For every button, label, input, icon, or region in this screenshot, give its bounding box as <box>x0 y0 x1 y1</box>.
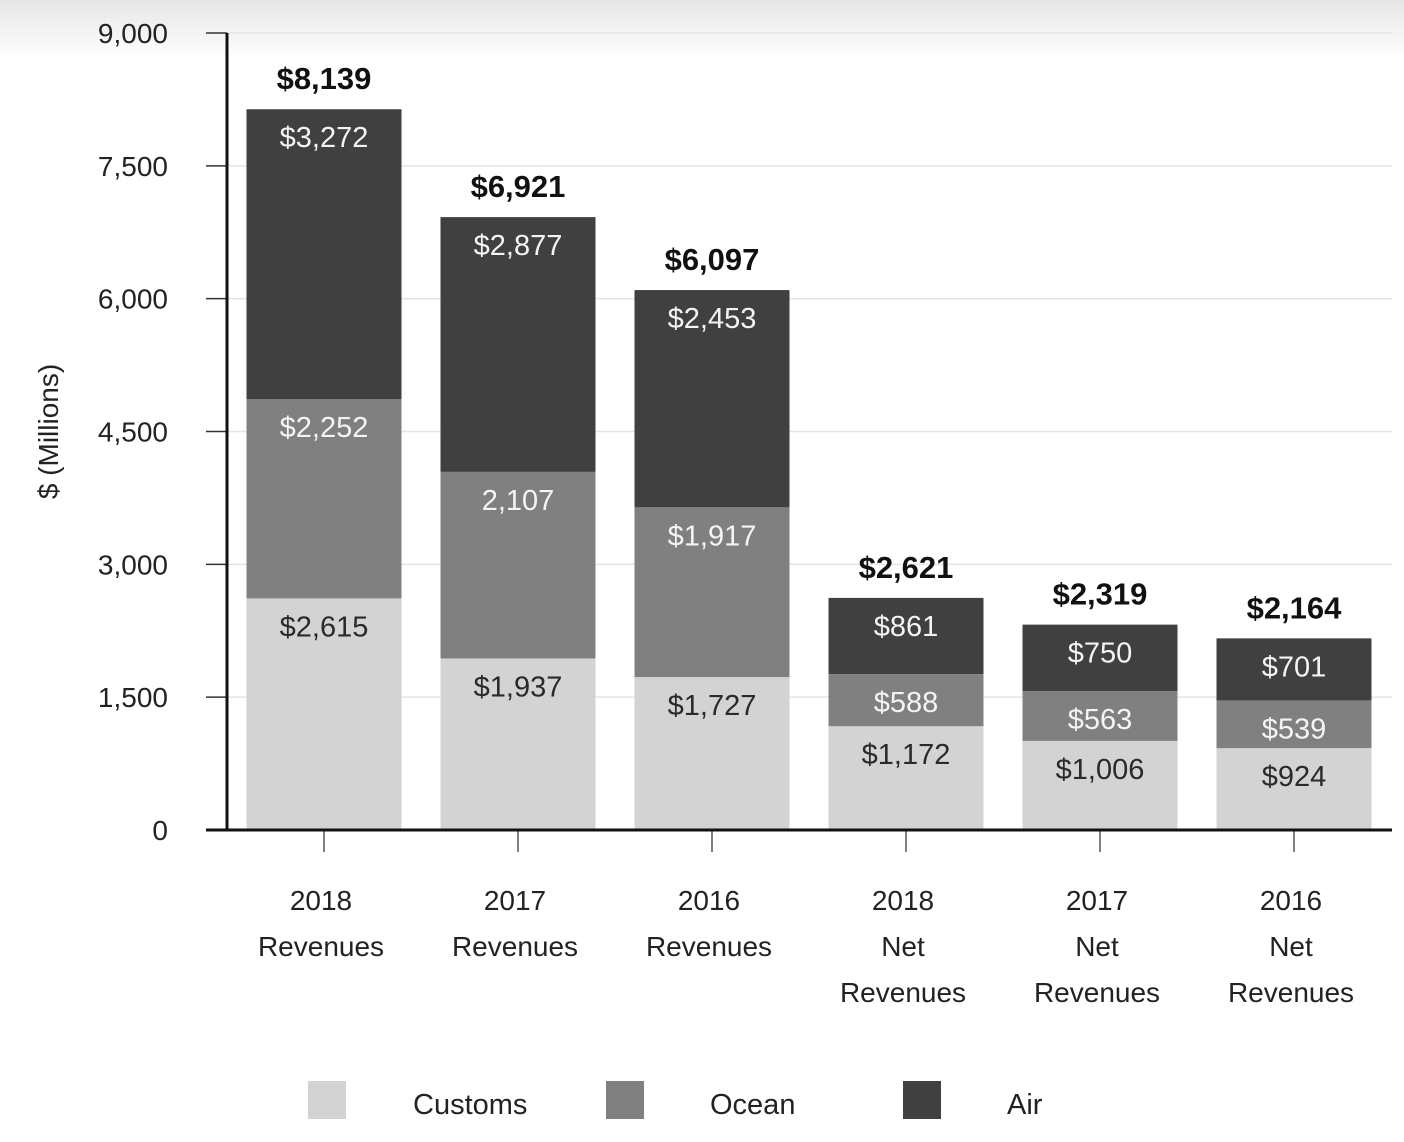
legend-swatch-air <box>903 1081 941 1119</box>
bar-segment-air <box>1216 638 1372 701</box>
bar-segment-customs <box>1022 740 1178 830</box>
segment-value-label: $588 <box>874 687 939 719</box>
bar-total-label: $6,921 <box>471 169 566 204</box>
top-shade <box>0 0 1404 60</box>
segment-value-label: $701 <box>1262 651 1327 683</box>
bar-segment-air <box>246 109 402 400</box>
bar-total-label: $2,319 <box>1053 577 1148 612</box>
x-category-label: 2018 <box>872 885 934 916</box>
y-axis-label: $ (Millions) <box>33 364 64 499</box>
segment-value-label: $2,615 <box>280 611 369 643</box>
bar-segment-ocean <box>440 471 596 659</box>
segment-value-label: $1,727 <box>668 690 757 722</box>
y-tick-label: 6,000 <box>98 284 168 315</box>
bar-total-label: $8,139 <box>277 61 372 96</box>
x-category-label: Net <box>881 931 925 962</box>
legend-swatch-ocean <box>606 1081 644 1119</box>
segment-value-label: $539 <box>1262 713 1327 745</box>
segment-value-label: $2,877 <box>474 230 563 262</box>
x-category-label: 2018 <box>290 885 352 916</box>
x-category-label: 2016 <box>1260 885 1322 916</box>
bar-total-label: $2,621 <box>859 550 954 585</box>
x-category-label: Revenues <box>646 931 772 962</box>
y-tick-label: 1,500 <box>98 682 168 713</box>
bar-segment-customs <box>1216 748 1372 830</box>
x-category-label: Net <box>1269 931 1313 962</box>
bar-total-label: $6,097 <box>665 242 760 277</box>
segment-value-label: $924 <box>1262 761 1327 793</box>
bar-segment-ocean <box>828 674 984 727</box>
x-category-label: Net <box>1075 931 1119 962</box>
bar-total-label: $2,164 <box>1247 590 1343 625</box>
x-category-label: 2016 <box>678 885 740 916</box>
bar-segment-air <box>440 217 596 472</box>
segment-value-label: $1,937 <box>474 671 563 703</box>
bar-segment-customs <box>634 677 790 830</box>
y-tick-label: 7,500 <box>98 151 168 182</box>
segment-value-label: $861 <box>874 611 939 643</box>
bar-segment-customs <box>828 726 984 830</box>
y-tick-label: 3,000 <box>98 549 168 580</box>
segment-value-label: $2,252 <box>280 412 369 444</box>
bar-segment-ocean <box>1216 700 1372 749</box>
x-category-label: Revenues <box>1034 977 1160 1008</box>
bar-segment-customs <box>440 658 596 830</box>
segment-value-label: $1,917 <box>668 520 757 552</box>
x-category-label: 2017 <box>484 885 546 916</box>
x-category-label: Revenues <box>452 931 578 962</box>
bar-segment-air <box>1022 624 1178 692</box>
x-category-label: Revenues <box>258 931 384 962</box>
legend-label-ocean: Ocean <box>710 1089 795 1121</box>
segment-value-label: $2,453 <box>668 303 757 335</box>
segment-value-label: $750 <box>1068 638 1133 670</box>
y-tick-label: 0 <box>152 815 168 846</box>
legend-label-customs: Customs <box>413 1089 527 1121</box>
segment-value-label: $1,172 <box>862 739 951 771</box>
bar-segment-customs <box>246 598 402 830</box>
bar-segment-ocean <box>1022 691 1178 741</box>
segment-value-label: 2,107 <box>482 485 555 517</box>
legend-label-air: Air <box>1007 1089 1043 1121</box>
segment-value-label: $1,006 <box>1056 754 1145 786</box>
x-category-label: 2017 <box>1066 885 1128 916</box>
bar-segment-ocean <box>246 399 402 599</box>
y-tick-label: 9,000 <box>98 18 168 49</box>
y-tick-label: 4,500 <box>98 417 168 448</box>
bar-segment-air <box>634 290 790 508</box>
x-category-label: Revenues <box>1228 977 1354 1008</box>
x-category-label: Revenues <box>840 977 966 1008</box>
legend-swatch-customs <box>308 1081 346 1119</box>
bar-segment-air <box>828 597 984 675</box>
segment-value-label: $3,272 <box>280 122 369 154</box>
bar-segment-ocean <box>634 507 790 678</box>
segment-value-label: $563 <box>1068 704 1133 736</box>
